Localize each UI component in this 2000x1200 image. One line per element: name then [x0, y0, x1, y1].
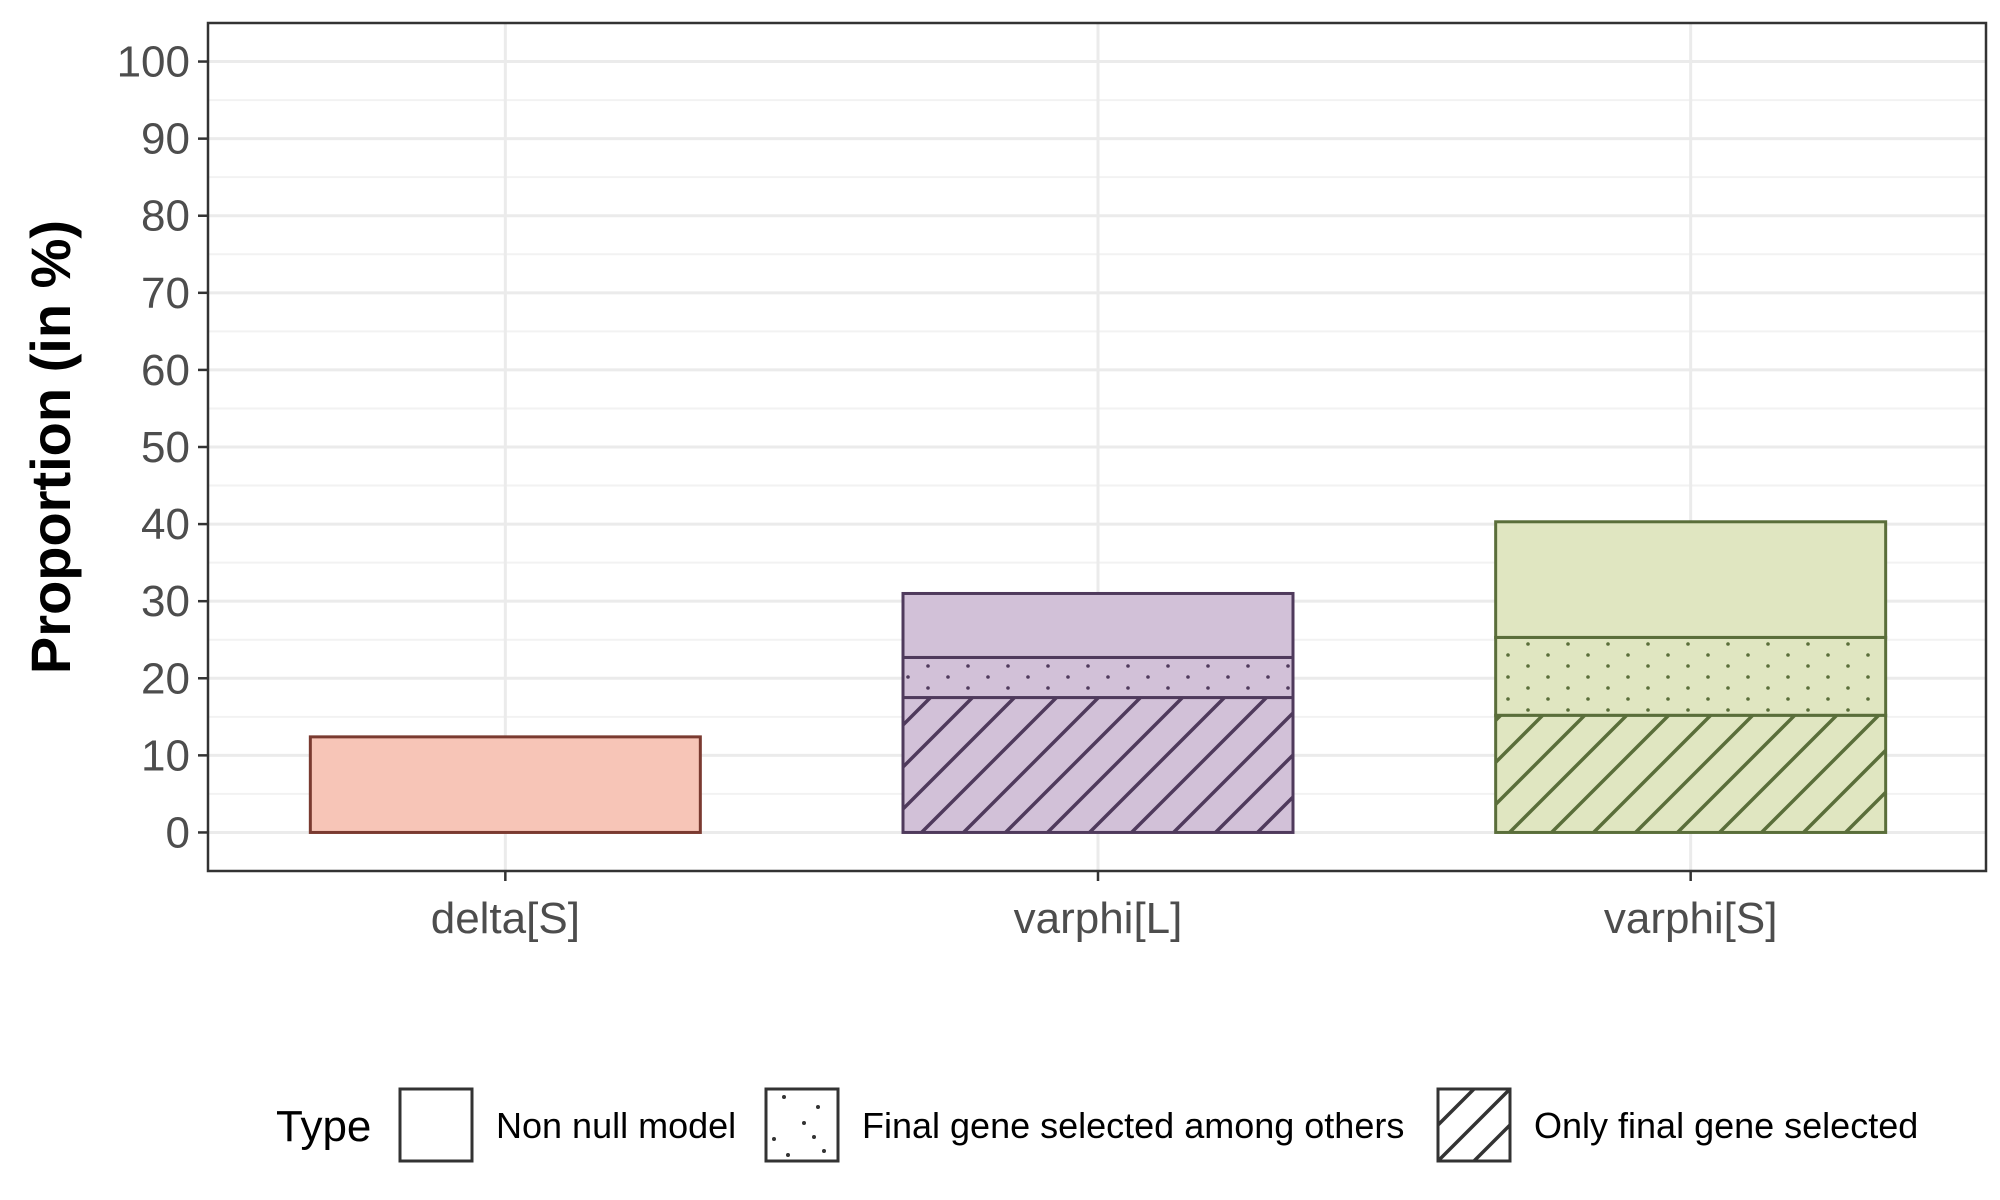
x-tick-label: delta[S]: [431, 894, 580, 943]
y-tick-label: 0: [166, 808, 190, 857]
legend-key-dot: [816, 1105, 820, 1109]
legend-key: [766, 1089, 838, 1161]
y-tick-label: 80: [141, 192, 190, 241]
x-axis: delta[S] varphi[L] varphi[S]: [431, 871, 1778, 943]
bar-segment-pattern: [903, 697, 1293, 833]
y-tick-label: 90: [141, 115, 190, 164]
bars: [308, 520, 1888, 834]
y-tick-label: 20: [141, 654, 190, 703]
legend-label: Only final gene selected: [1534, 1105, 1918, 1146]
bar-segment-outline: [308, 735, 702, 834]
legend-key-dot: [772, 1137, 776, 1141]
legend-key-dot: [786, 1153, 790, 1157]
y-tick-label: 100: [117, 38, 190, 87]
legend-key-outline: [764, 1087, 840, 1163]
y-axis: 0 10 20 30 40 50 60 70 80 90 100: [117, 38, 208, 857]
bar-segment: [310, 736, 701, 833]
x-tick-label: varphi[S]: [1604, 894, 1778, 943]
bar-segment-outline: [1494, 520, 1888, 639]
legend-label: Non null model: [496, 1105, 736, 1146]
legend-label: Final gene selected among others: [862, 1105, 1404, 1146]
legend-key: [400, 1089, 472, 1161]
legend-key-dot: [822, 1149, 826, 1153]
bar-segment: [1495, 521, 1886, 638]
bar-segment-pattern: [1495, 715, 1886, 833]
legend-key-dot: [802, 1121, 806, 1125]
y-tick-label: 70: [141, 269, 190, 318]
bar-segment-pattern: [903, 657, 1293, 698]
bar-segment-pattern: [1495, 637, 1886, 716]
legend-key-dot: [812, 1135, 816, 1139]
legend-key-outline: [1436, 1087, 1512, 1163]
bar-segment-outline: [901, 591, 1295, 659]
y-tick-label: 60: [141, 346, 190, 395]
y-tick-label: 30: [141, 577, 190, 626]
y-axis-title: Proportion (in %): [19, 220, 82, 674]
y-tick-label: 10: [141, 731, 190, 780]
legend: Type Non null model Final gene selected am…: [276, 1087, 1918, 1163]
legend-key-dot: [782, 1095, 786, 1099]
legend-key-hatch: [1436, 1087, 1512, 1163]
legend-key-outline: [398, 1087, 474, 1163]
y-tick-label: 50: [141, 423, 190, 472]
bar-segment: [903, 593, 1293, 658]
x-tick-label: varphi[L]: [1014, 894, 1183, 943]
y-tick-label: 40: [141, 500, 190, 549]
legend-title: Type: [276, 1102, 371, 1151]
